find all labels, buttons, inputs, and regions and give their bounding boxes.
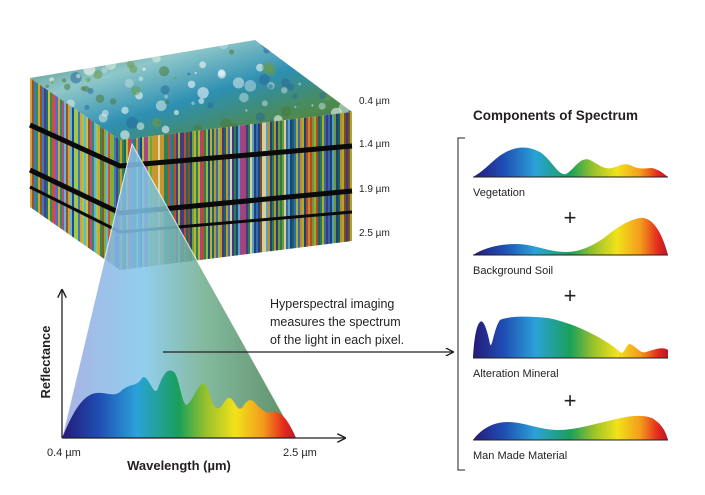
- plus-sign-2: +: [564, 283, 577, 308]
- band-label-2-5: 2.5 µm: [359, 228, 390, 239]
- pixel-spectrum-curve: [62, 370, 296, 438]
- x-axis-label: Wavelength (µm): [127, 458, 231, 473]
- description: Hyperspectral imaging measures the spect…: [163, 297, 453, 352]
- components-bracket: [457, 137, 465, 471]
- hyperspectral-cube: 0.4 µm 1.4 µm 1.9 µm 2.5 µm: [28, 40, 390, 270]
- band-label-1-4: 1.4 µm: [359, 139, 390, 150]
- alteration-mineral-spectrum: [473, 316, 668, 358]
- background-soil-spectrum: [473, 217, 668, 255]
- y-axis-label: Reflectance: [38, 326, 53, 399]
- description-line-1: Hyperspectral imaging: [270, 297, 394, 311]
- plus-sign-3: +: [564, 388, 577, 413]
- band-label-1-9: 1.9 µm: [359, 184, 390, 195]
- components-title: Components of Spectrum: [473, 108, 638, 123]
- component-label-alteration-mineral: Alteration Mineral: [473, 368, 559, 380]
- component-label-vegetation: Vegetation: [473, 187, 525, 199]
- vegetation-spectrum: [473, 147, 668, 177]
- x-axis-min-label: 0.4 µm: [47, 447, 81, 459]
- cube-band-labels: 0.4 µm 1.4 µm 1.9 µm 2.5 µm: [359, 96, 390, 239]
- description-line-2: measures the spectrum: [270, 315, 401, 329]
- plus-sign-1: +: [564, 205, 577, 230]
- components-panel: Components of Spectrum Vegetation + Back…: [457, 108, 668, 471]
- description-line-3: of the light in each pixel.: [270, 333, 404, 347]
- x-axis-max-label: 2.5 µm: [283, 447, 317, 459]
- man-made-material-spectrum: [473, 415, 668, 440]
- component-label-background-soil: Background Soil: [473, 265, 553, 277]
- reflectance-plot: Reflectance Wavelength (µm) 0.4 µm 2.5 µ…: [38, 290, 345, 473]
- band-label-0-4: 0.4 µm: [359, 96, 390, 107]
- component-label-man-made-material: Man Made Material: [473, 450, 567, 462]
